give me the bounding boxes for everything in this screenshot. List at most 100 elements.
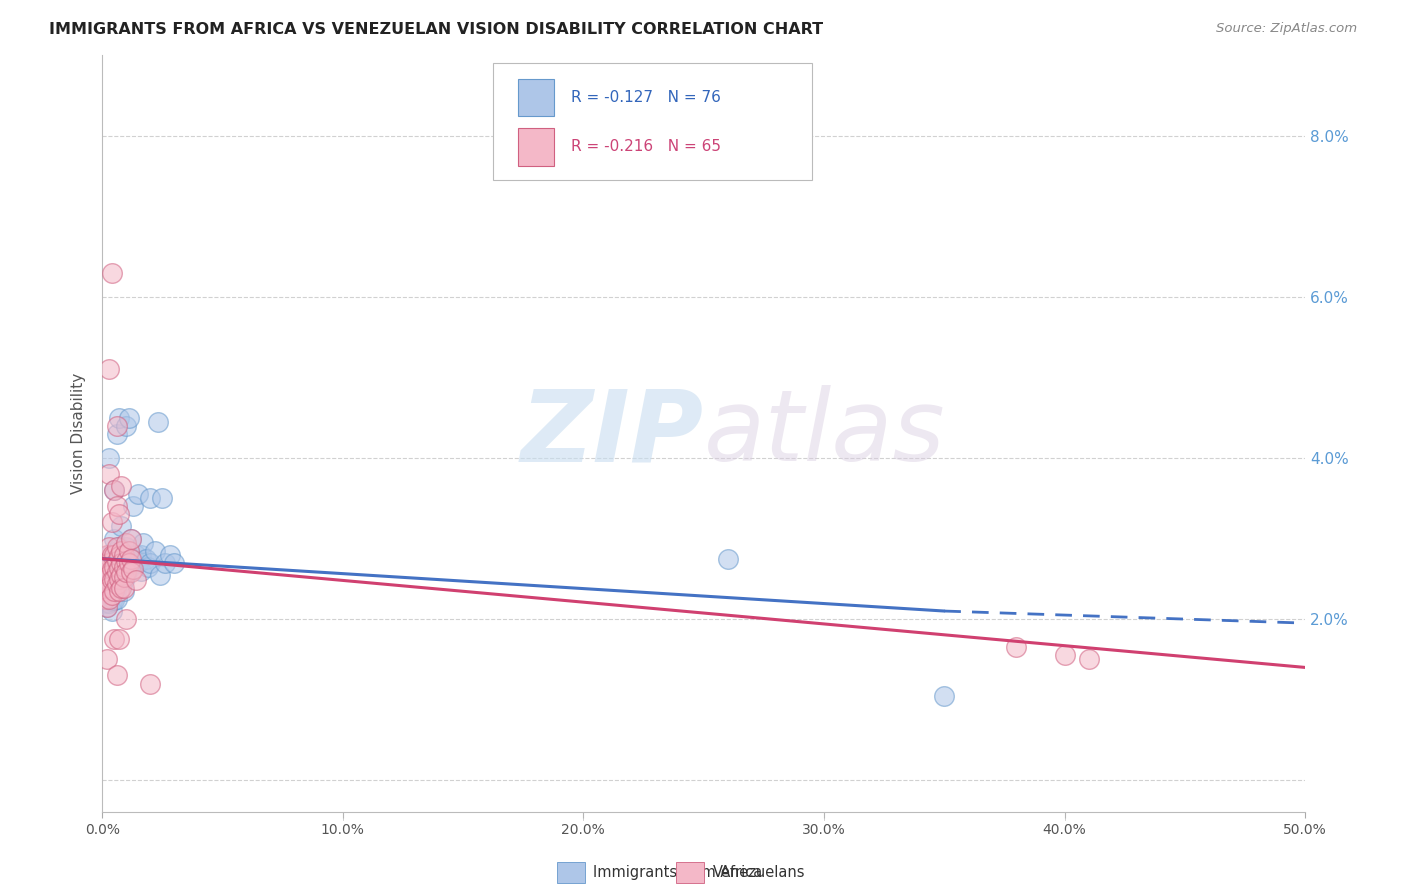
Point [132, 535, 155, 549]
Point [98, 580, 121, 594]
Point [98, 467, 121, 481]
Point [110, 543, 132, 558]
Point [103, 483, 125, 498]
Text: R = -0.216   N = 65: R = -0.216 N = 65 [571, 139, 721, 154]
Point [108, 566, 131, 580]
Point [118, 548, 141, 562]
Point [120, 566, 142, 580]
Point [96, 583, 118, 598]
Point [101, 604, 124, 618]
Point [105, 426, 128, 441]
Point [115, 554, 138, 568]
Point [115, 540, 138, 554]
Point [93, 596, 115, 610]
Point [717, 551, 740, 566]
Point [153, 556, 176, 570]
Point [105, 582, 128, 596]
Point [105, 500, 128, 514]
Point [93, 567, 115, 582]
FancyBboxPatch shape [494, 62, 811, 180]
Point [120, 551, 142, 566]
Text: Source: ZipAtlas.com: Source: ZipAtlas.com [1216, 22, 1357, 36]
Point [163, 556, 186, 570]
Point [93, 591, 115, 606]
Point [96, 599, 118, 614]
Point [108, 560, 131, 574]
Text: Immigrants from Africa: Immigrants from Africa [593, 865, 762, 880]
Point [108, 410, 131, 425]
Point [105, 668, 128, 682]
Point [105, 559, 128, 574]
Point [146, 415, 169, 429]
Point [105, 566, 128, 580]
Point [96, 548, 118, 562]
Point [101, 588, 124, 602]
Point [93, 588, 115, 602]
Point [93, 575, 115, 590]
Point [101, 594, 124, 608]
Point [118, 410, 141, 425]
Point [101, 583, 124, 598]
Point [96, 652, 118, 666]
Point [934, 689, 956, 703]
Point [112, 559, 135, 574]
Point [125, 548, 148, 562]
Point [96, 564, 118, 578]
Point [110, 567, 132, 582]
Point [98, 362, 121, 376]
Point [112, 574, 135, 588]
Point [98, 567, 121, 582]
Text: Venezuelans: Venezuelans [713, 865, 806, 880]
Point [139, 556, 162, 570]
Point [112, 562, 135, 576]
Point [98, 591, 121, 606]
Point [1005, 640, 1028, 655]
Point [108, 508, 131, 522]
Point [103, 551, 125, 566]
Point [110, 548, 132, 562]
Point [98, 583, 121, 598]
Point [103, 548, 125, 562]
Point [93, 556, 115, 570]
Point [101, 574, 124, 588]
Point [159, 548, 181, 562]
Point [103, 532, 125, 546]
Text: atlas: atlas [703, 385, 945, 483]
Point [108, 554, 131, 568]
Point [110, 479, 132, 493]
Point [103, 632, 125, 647]
Point [108, 583, 131, 598]
Point [98, 548, 121, 562]
Point [120, 532, 142, 546]
Point [115, 556, 138, 570]
Point [149, 567, 172, 582]
Point [112, 548, 135, 562]
Point [103, 562, 125, 576]
Point [98, 540, 121, 554]
Point [93, 580, 115, 594]
Text: IMMIGRANTS FROM AFRICA VS VENEZUELAN VISION DISABILITY CORRELATION CHART: IMMIGRANTS FROM AFRICA VS VENEZUELAN VIS… [49, 22, 824, 37]
Point [112, 570, 135, 584]
Text: ZIP: ZIP [520, 385, 703, 483]
Point [115, 535, 138, 549]
Point [98, 450, 121, 465]
Point [115, 566, 138, 580]
Point [105, 543, 128, 558]
Point [1077, 652, 1099, 666]
Point [118, 543, 141, 558]
Point [108, 632, 131, 647]
Point [108, 576, 131, 591]
Point [108, 540, 131, 554]
Point [101, 516, 124, 530]
Point [103, 559, 125, 574]
Point [143, 543, 166, 558]
Point [122, 500, 145, 514]
Point [93, 559, 115, 574]
Point [110, 519, 132, 533]
Point [150, 491, 173, 506]
Point [108, 549, 131, 564]
Point [101, 562, 124, 576]
Point [110, 582, 132, 596]
Point [96, 556, 118, 570]
Point [112, 551, 135, 566]
